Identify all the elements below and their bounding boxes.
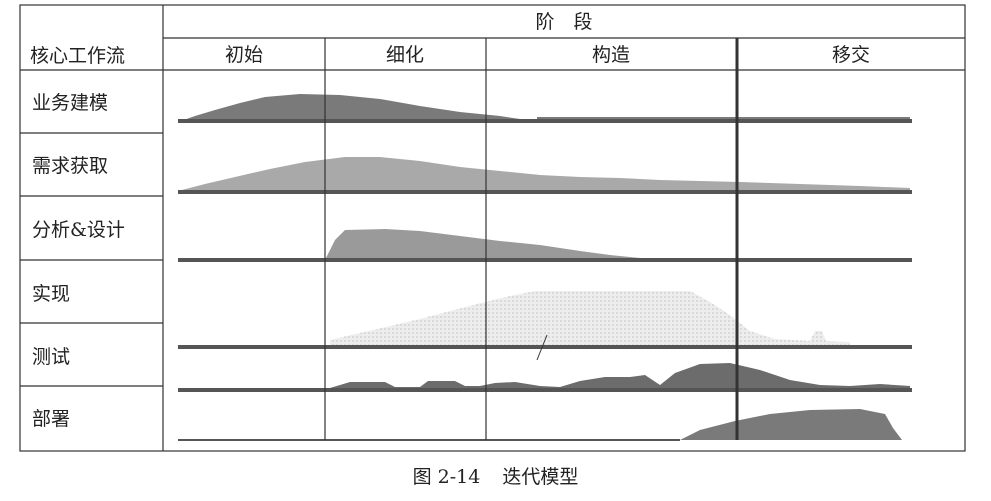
iterative-model-diagram: 阶 段 核心工作流 初始 细化 构造 移交 业务建模 需求获取 分析&设计 实现… xyxy=(19,4,966,452)
hump-requirements xyxy=(178,157,910,193)
table-border xyxy=(19,4,966,452)
figure-number: 图 2-14 xyxy=(412,466,481,488)
phase-header: 阶 段 xyxy=(535,11,592,33)
workflow-deployment: 部署 xyxy=(32,408,70,430)
hump-analysis-design xyxy=(326,229,640,258)
workflow-business-modeling: 业务建模 xyxy=(32,92,108,114)
hump-deployment xyxy=(680,409,902,440)
table-grid xyxy=(19,4,966,452)
hump-testing xyxy=(330,363,910,391)
hump-business-modeling xyxy=(178,94,910,122)
workflow-header: 核心工作流 xyxy=(30,45,125,67)
workflow-baselines xyxy=(178,119,912,441)
phase-inception: 初始 xyxy=(225,44,263,66)
phase-elaboration: 细化 xyxy=(386,44,424,66)
workflow-requirements: 需求获取 xyxy=(32,155,108,177)
workflow-analysis-design: 分析&设计 xyxy=(32,219,125,241)
figure-caption: 图 2-14 迭代模型 xyxy=(0,462,991,489)
workflow-implementation: 实现 xyxy=(32,283,70,305)
phase-transition: 移交 xyxy=(832,44,870,66)
figure-title: 迭代模型 xyxy=(502,466,579,488)
stray-scan-mark xyxy=(536,334,548,361)
phase-construction: 构造 xyxy=(592,44,630,66)
workflow-testing: 测试 xyxy=(32,346,70,368)
hump-implementation xyxy=(330,291,850,346)
